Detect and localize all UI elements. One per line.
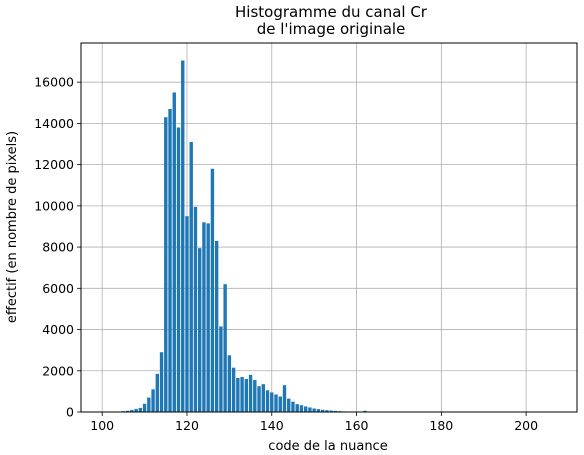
histogram-bar — [202, 222, 205, 412]
histogram-bar — [168, 109, 171, 412]
x-tick-label: 180 — [429, 418, 453, 433]
histogram-bar — [173, 92, 176, 412]
histogram-bar — [215, 241, 218, 412]
plot-frame — [81, 43, 577, 412]
grid-lines — [81, 43, 577, 412]
histogram-bar — [228, 355, 231, 412]
y-tick-label: 14000 — [34, 116, 74, 131]
histogram-bar — [274, 394, 277, 412]
y-tick-label: 0 — [66, 405, 74, 420]
histogram-bar — [139, 408, 142, 412]
histogram-bar — [236, 378, 239, 412]
x-tick-label: 100 — [90, 418, 114, 433]
y-axis-label: effectif (en nombre de pixels) — [5, 131, 20, 323]
histogram-bar — [181, 61, 184, 412]
chart-title-line-1: Histogramme du canal Cr — [235, 3, 428, 21]
histogram-bar — [257, 386, 260, 412]
x-tick-label: 140 — [260, 418, 284, 433]
histogram-bar — [253, 380, 256, 412]
x-tick-label: 120 — [175, 418, 199, 433]
y-tick-label: 16000 — [34, 75, 74, 90]
y-tick-label: 2000 — [42, 363, 74, 378]
y-tick-label: 4000 — [42, 322, 74, 337]
x-axis-ticks: 100 120 140 160 180 200 — [90, 412, 538, 433]
histogram-bar — [266, 390, 269, 412]
histogram-bar — [287, 399, 290, 412]
histogram-bar — [232, 368, 235, 412]
y-axis-ticks: 0 2000 4000 6000 8000 10000 12000 14000 16000 — [34, 75, 81, 420]
histogram-bar — [190, 142, 193, 412]
histogram-bar — [160, 352, 163, 412]
y-tick-label: 12000 — [34, 157, 74, 172]
histogram-bar — [206, 223, 209, 412]
x-tick-label: 200 — [514, 418, 538, 433]
histogram-bar — [164, 117, 167, 412]
histogram-bar — [296, 404, 299, 412]
x-axis-label: code de la nuance — [268, 439, 387, 454]
histogram-bar — [223, 284, 226, 412]
histogram-bar — [249, 375, 252, 412]
histogram-bar — [147, 398, 150, 412]
histogram-bar — [185, 216, 188, 412]
y-tick-label: 6000 — [42, 281, 74, 296]
histogram-bar — [177, 128, 180, 412]
y-tick-label: 10000 — [34, 198, 74, 213]
histogram-bar — [304, 406, 307, 412]
histogram-bar — [245, 379, 248, 412]
histogram-bar — [143, 404, 146, 412]
y-tick-label: 8000 — [42, 240, 74, 255]
histogram-bar — [219, 326, 222, 412]
bar-series — [117, 61, 366, 412]
histogram-bar — [308, 407, 311, 412]
chart-title-line-2: de l'image originale — [257, 20, 406, 38]
histogram-bar — [283, 385, 286, 412]
histogram-bar — [279, 397, 282, 412]
histogram-bar — [312, 408, 315, 412]
histogram-bar — [270, 392, 273, 412]
histogram-bar — [156, 374, 159, 412]
histogram-bar — [194, 207, 197, 412]
histogram-bar — [151, 389, 154, 412]
histogram-bar — [198, 248, 201, 412]
histogram-bar — [300, 405, 303, 412]
histogram-bar — [211, 169, 214, 412]
histogram-bar — [240, 377, 243, 412]
x-tick-label: 160 — [345, 418, 369, 433]
histogram-bar — [291, 402, 294, 412]
histogram-bar — [262, 384, 265, 412]
